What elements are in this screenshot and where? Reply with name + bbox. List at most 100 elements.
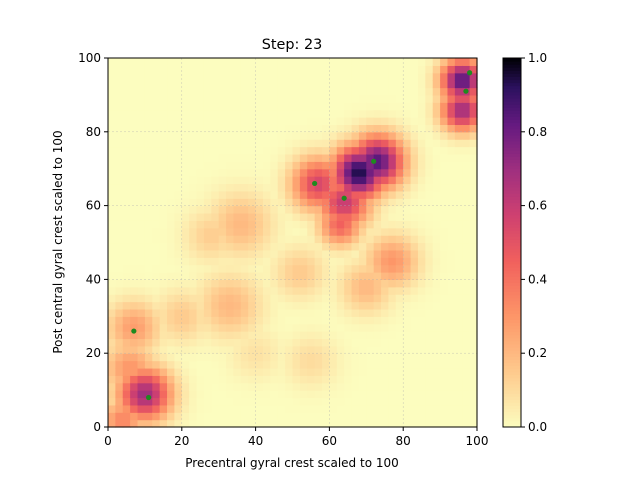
heatmap-cell [469,153,478,162]
colorbar-swatch [503,359,521,363]
heatmap-cell [211,419,220,428]
heatmap-cell [130,382,139,391]
heatmap-cell [462,146,471,155]
heatmap-cell [417,117,426,126]
heatmap-cell [203,272,212,280]
heatmap-cell [181,279,190,288]
heatmap-cell [203,190,212,199]
heatmap-cell [388,257,397,266]
heatmap-cell [248,183,257,192]
heatmap-cell [462,198,471,207]
heatmap-cell [440,404,449,413]
heatmap-cell [122,176,131,185]
heatmap-cell [403,124,412,133]
heatmap-cell [196,131,205,140]
heatmap-cell [196,390,205,399]
heatmap-cell [181,94,190,103]
heatmap-cell [469,397,478,406]
heatmap-cell [417,124,426,133]
colorbar-swatch [503,264,521,268]
heatmap-cell [299,316,308,325]
colorbar-swatch [503,267,521,271]
heatmap-cell [425,375,434,384]
heatmap-cell [108,153,116,162]
heatmap-cell [410,87,419,96]
colorbar-swatch [503,70,521,74]
colorbar-swatch [503,107,521,111]
heatmap-cell [307,102,316,111]
heatmap-cell [358,412,367,421]
heatmap-cell [233,139,242,148]
heatmap-cell [233,94,242,103]
colorbar-swatch [503,405,521,410]
colorbar-swatch [503,196,521,200]
heatmap-cell [417,176,426,185]
heatmap-cell [388,301,397,310]
heatmap-cell [351,65,360,74]
heatmap-cell [181,220,190,229]
heatmap-cell [395,249,404,258]
heatmap-cell [108,212,116,221]
heatmap-cell [440,109,449,118]
heatmap-cell [388,58,397,66]
heatmap-cell [373,412,382,421]
heatmap-cell [358,198,367,207]
heatmap-cell [454,212,463,221]
heatmap-cell [122,331,131,340]
heatmap-cell [329,146,338,155]
heatmap-cell [351,264,360,273]
heatmap-cell [403,323,412,332]
heatmap-cell [189,176,198,185]
heatmap-cell [115,58,124,66]
heatmap-cell [108,316,116,325]
heatmap-cell [358,220,367,229]
heatmap-cell [159,294,168,303]
heatmap-cell [144,412,153,421]
heatmap-cell [130,412,139,421]
colorbar-swatch [503,328,521,333]
heatmap-cell [469,419,478,428]
heatmap-cell [344,227,353,236]
heatmap-cell [322,257,330,266]
heatmap-cell [285,205,294,214]
heatmap-cell [189,87,198,96]
heatmap-cell [277,257,286,266]
heatmap-cell [366,286,375,295]
heatmap-cell [203,183,212,192]
heatmap-cell [248,419,257,428]
heatmap-cell [299,65,308,74]
heatmap-cell [137,198,146,207]
heatmap-cell [322,131,330,140]
heatmap-cell [454,382,463,391]
heatmap-cell [299,286,308,295]
heatmap-cell [395,80,404,89]
heatmap-cell [366,153,375,162]
heatmap-cell [447,367,456,376]
heatmap-cell [307,338,316,347]
heatmap-cell [196,257,205,266]
heatmap-cell [226,212,235,221]
heatmap-cell [167,286,176,295]
heatmap-cell [292,65,301,74]
heatmap-cell [381,109,390,118]
heatmap-cell [144,117,153,126]
heatmap-cell [262,80,271,89]
heatmap-cell [233,212,242,221]
heatmap-cell [425,65,434,74]
heatmap-cell [292,146,301,155]
heatmap-cell [226,338,235,347]
heatmap-cell [395,345,404,354]
heatmap-cell [248,286,257,295]
heatmap-cell [307,80,316,89]
heatmap-cell [152,264,161,273]
y-tick-label: 100 [78,51,101,65]
heatmap-cell [240,331,249,340]
heatmap-cell [189,249,198,258]
heatmap-cell [292,72,301,81]
colorbar-swatch [503,187,521,191]
heatmap-cell [395,198,404,207]
heatmap-cell [417,139,426,148]
heatmap-cell [130,65,139,74]
heatmap-cell [159,272,168,280]
heatmap-cell [226,139,235,148]
